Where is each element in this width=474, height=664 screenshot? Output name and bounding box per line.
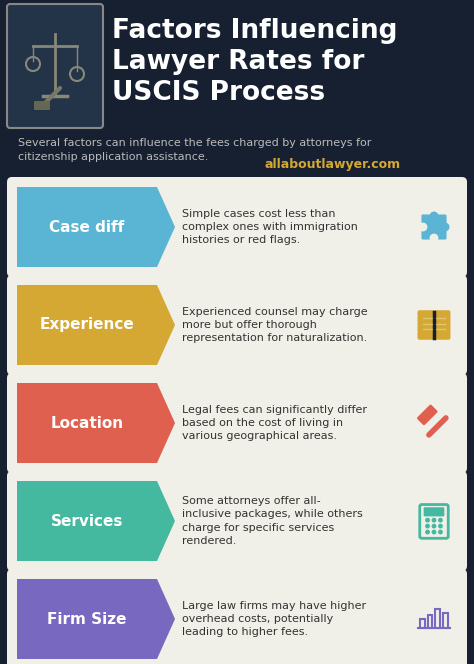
FancyBboxPatch shape [424,507,444,517]
Circle shape [430,234,438,242]
Text: Factors Influencing
Lawyer Rates for
USCIS Process: Factors Influencing Lawyer Rates for USC… [112,18,398,106]
Polygon shape [17,187,175,267]
Circle shape [426,519,429,522]
Circle shape [432,525,436,528]
FancyBboxPatch shape [7,275,467,375]
Circle shape [439,525,442,528]
Polygon shape [17,579,175,659]
Circle shape [426,525,429,528]
Circle shape [441,223,449,231]
Bar [420,619,425,627]
Text: Services: Services [51,513,123,529]
FancyBboxPatch shape [7,177,467,277]
FancyBboxPatch shape [34,101,50,110]
FancyBboxPatch shape [7,4,103,128]
Polygon shape [17,383,175,463]
Text: Experience: Experience [40,317,134,333]
Circle shape [426,531,429,534]
Text: Experienced counsel may charge
more but offer thorough
representation for natura: Experienced counsel may charge more but … [182,307,368,343]
FancyBboxPatch shape [417,404,438,425]
Text: allaboutlawyer.com: allaboutlawyer.com [265,158,401,171]
Bar [428,616,432,627]
FancyBboxPatch shape [7,569,467,664]
Circle shape [439,531,442,534]
Text: Firm Size: Firm Size [47,612,127,627]
Text: Several factors can influence the fees charged by attorneys for
citizenship appl: Several factors can influence the fees c… [18,138,371,161]
Text: Some attorneys offer all-
inclusive packages, while others
charge for specific s: Some attorneys offer all- inclusive pack… [182,496,363,546]
Circle shape [432,519,436,522]
FancyBboxPatch shape [7,471,467,571]
Text: Simple cases cost less than
complex ones with immigration
histories or red flags: Simple cases cost less than complex ones… [182,208,358,245]
Text: Case diff: Case diff [49,220,125,234]
FancyBboxPatch shape [7,373,467,473]
Polygon shape [17,481,175,561]
Text: Large law firms may have higher
overhead costs, potentially
leading to higher fe: Large law firms may have higher overhead… [182,601,366,637]
Polygon shape [17,285,175,365]
Bar [436,609,440,627]
Text: Legal fees can significantly differ
based on the cost of living in
various geogr: Legal fees can significantly differ base… [182,405,367,441]
Circle shape [419,223,427,231]
Circle shape [432,531,436,534]
Circle shape [439,519,442,522]
Circle shape [430,212,438,220]
Text: Location: Location [50,416,124,430]
FancyBboxPatch shape [418,310,450,340]
Bar [443,614,447,627]
FancyBboxPatch shape [421,214,447,240]
